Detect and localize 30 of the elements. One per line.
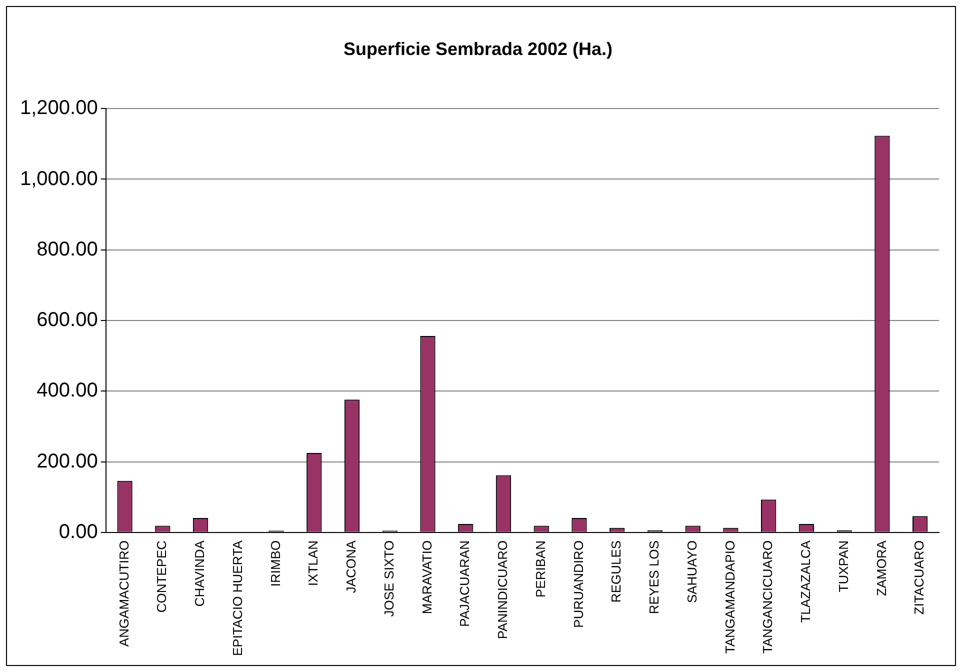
chart-title: Superficie Sembrada 2002 (Ha.) — [343, 38, 613, 59]
x-tick-label: TUXPAN — [836, 540, 851, 592]
x-tick-label: TLAZAZALCA — [798, 540, 814, 623]
y-tick-label: 800.00 — [36, 238, 98, 260]
x-tick-label: PERIBAN — [532, 540, 548, 598]
x-tick-label: CONTEPEC — [154, 540, 170, 613]
y-tick-label: 600.00 — [36, 309, 98, 332]
x-tick-label: TANGANCICUARO — [760, 540, 776, 654]
y-tick-label: 1,000.00 — [20, 168, 98, 190]
x-tick-label: JACONA — [344, 540, 359, 594]
y-tick-label: 200.00 — [36, 450, 98, 472]
x-tick-label: PURUANDIRO — [570, 540, 586, 628]
y-tick-label: 400.00 — [36, 380, 98, 402]
x-tick-label: ZAMORA — [874, 540, 889, 596]
x-tick-label: TANGAMANDAPIO — [722, 540, 738, 654]
x-tick-label: REGULES — [608, 540, 624, 603]
y-tick-label: 0.00 — [58, 520, 98, 543]
x-tick-label: ANGAMACUTIRO — [116, 540, 132, 647]
x-tick-label: SAHUAYO — [684, 540, 700, 604]
x-tick-label: IXTLAN — [306, 540, 321, 586]
x-tick-label: MARAVATIO — [419, 540, 434, 614]
x-tick-label: ZITACUARO — [912, 540, 927, 615]
y-tick-label: 1,200.00 — [20, 97, 98, 120]
x-tick-label: JOSE SIXTO — [381, 540, 396, 617]
x-tick-label: IRIMBO — [268, 540, 283, 587]
x-tick-label: PAJACUARAN — [457, 540, 472, 627]
x-tick-label: PANINDICUARO — [495, 540, 510, 640]
x-tick-label: CHAVINDA — [192, 540, 208, 607]
x-tick-label: REYES LOS — [646, 540, 662, 614]
x-tick-label: EPITACIO HUERTA — [230, 540, 245, 656]
